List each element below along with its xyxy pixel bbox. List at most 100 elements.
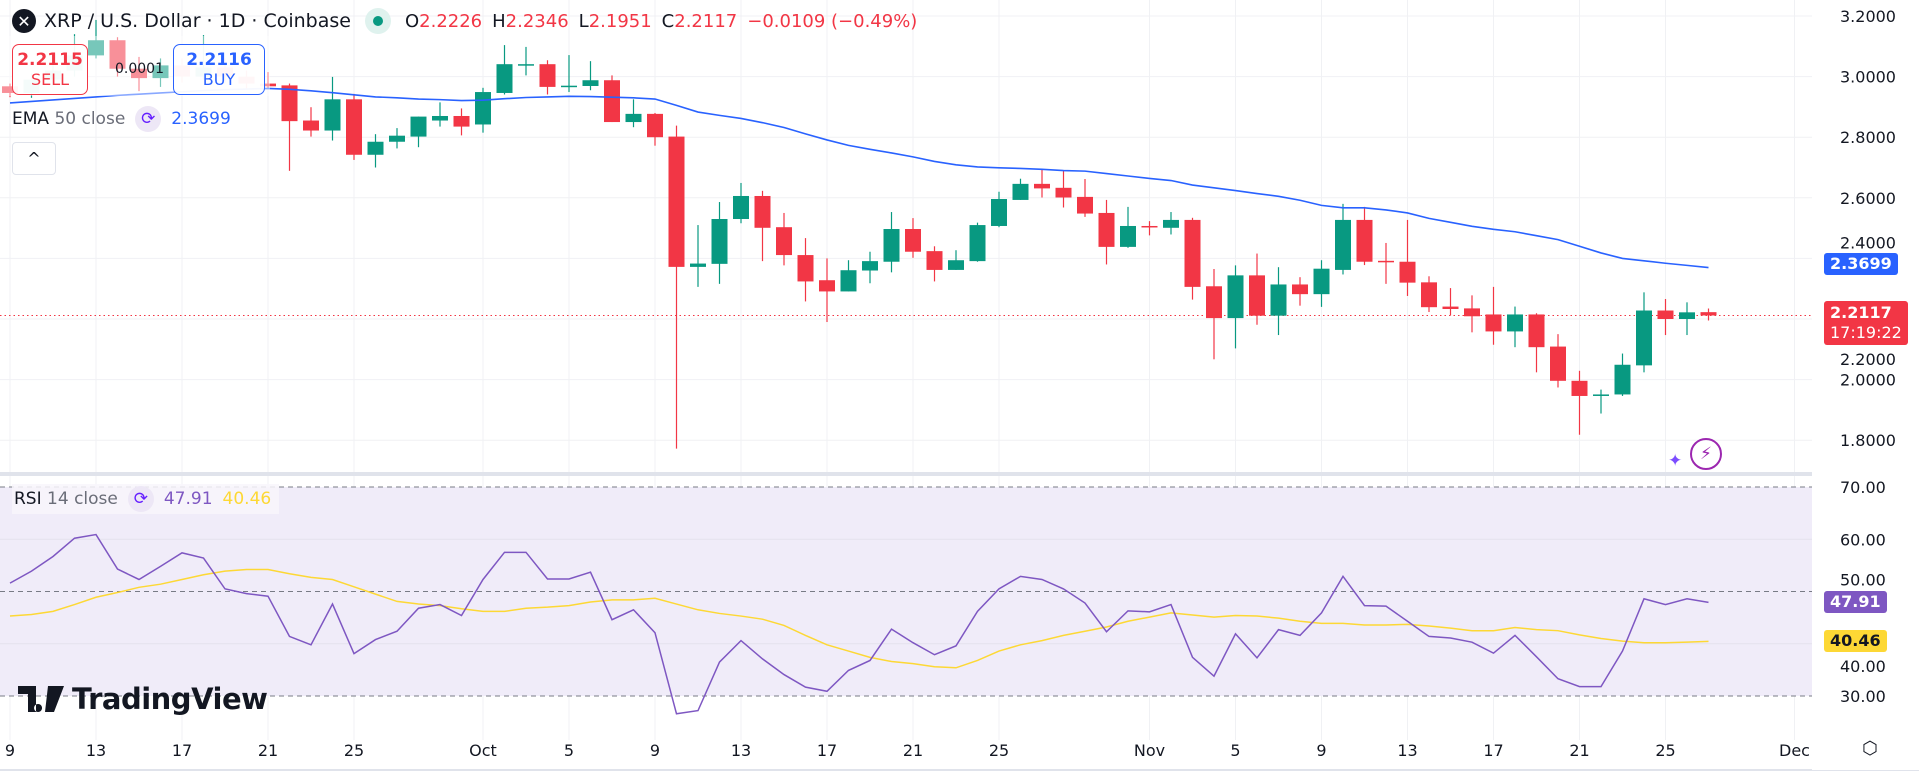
- candle-body: [582, 80, 599, 86]
- candle-body: [1141, 225, 1158, 228]
- market-open-dot-icon[interactable]: [364, 8, 391, 34]
- x-tick-label: 25: [1655, 741, 1675, 760]
- candle-body: [432, 115, 448, 121]
- candle-body: [109, 40, 126, 69]
- candle-body: [1184, 219, 1201, 287]
- candle-body: [1657, 310, 1674, 319]
- spread-value: 0.0001: [115, 61, 164, 77]
- candle-body: [969, 225, 986, 262]
- price-tick-label: 1.8000: [1840, 431, 1896, 450]
- tradingview-logo-icon: [18, 686, 64, 712]
- price-tick-label: 2.0000: [1840, 371, 1896, 390]
- candle-body: [1034, 183, 1050, 189]
- buy-price: 2.2116: [186, 49, 252, 70]
- candle-body: [733, 195, 749, 220]
- buy-label: BUY: [202, 69, 236, 89]
- rsi-ma-line: [9, 568, 1709, 669]
- price-tick-label: 3.2000: [1840, 7, 1896, 26]
- x-tick-label: 13: [731, 741, 751, 760]
- candle-body: [690, 263, 706, 267]
- candle-body: [1464, 308, 1480, 317]
- candle-body: [905, 229, 921, 252]
- candle-body: [518, 64, 534, 66]
- candle-body: [1421, 282, 1437, 308]
- candle-body: [281, 85, 298, 122]
- candle-body: [389, 135, 405, 142]
- rsi-tick-label: 30.00: [1840, 687, 1886, 706]
- lightning-icon[interactable]: ⚡: [1690, 438, 1722, 470]
- candle-body: [668, 136, 685, 267]
- candle-body: [1679, 312, 1695, 319]
- candle-body: [1012, 183, 1029, 200]
- buy-button[interactable]: 2.2116 BUY: [173, 44, 265, 95]
- candle-body: [1485, 314, 1502, 332]
- candle-body: [475, 92, 491, 125]
- x-tick-label: 13: [86, 741, 106, 760]
- candle-body: [1528, 314, 1545, 348]
- candle-body: [1550, 346, 1566, 381]
- x-tick-label: 21: [258, 741, 278, 760]
- candle-body: [346, 99, 362, 155]
- chevron-up-icon: ^: [27, 149, 41, 168]
- rsi-ma-legend-value: 40.46: [222, 489, 272, 509]
- open-value: 2.2226: [419, 10, 483, 32]
- candle-body: [797, 255, 814, 282]
- candle-body: [1313, 268, 1330, 295]
- candle-body: [883, 229, 900, 262]
- ema-legend-value: 2.3699: [171, 109, 231, 129]
- candle-body: [1700, 312, 1717, 316]
- candle-body: [1399, 261, 1416, 283]
- candle-body: [1270, 284, 1287, 316]
- rsi-value-tag: 47.91: [1824, 591, 1887, 613]
- symbol-title[interactable]: XRP / U.S. Dollar · 1D · Coinbase: [44, 10, 351, 32]
- candle-body: [1335, 219, 1351, 270]
- x-tick-label: 21: [903, 741, 923, 760]
- close-value: 2.2117: [674, 10, 738, 32]
- candle-body: [862, 261, 878, 271]
- candle-body: [1636, 310, 1652, 366]
- sell-button[interactable]: 2.2115 SELL: [12, 44, 88, 95]
- candle-body: [324, 99, 341, 131]
- candle-body: [561, 85, 577, 88]
- refresh-icon[interactable]: ⟳: [135, 106, 162, 132]
- candle-body: [1227, 275, 1244, 319]
- chart-settings-icon[interactable]: ⬡: [1862, 738, 1878, 759]
- candle-body: [647, 113, 663, 138]
- rsi-line: [9, 533, 1709, 715]
- x-tick-label: 9: [1316, 741, 1326, 760]
- sell-label: SELL: [30, 69, 70, 89]
- candle-body: [991, 199, 1007, 226]
- candle-body: [2, 86, 18, 93]
- candle-body: [367, 141, 384, 155]
- candle-body: [926, 251, 943, 270]
- change-value: −0.0109 (−0.49%): [747, 10, 918, 32]
- candle-body: [496, 64, 513, 93]
- collapse-legend-button[interactable]: ^: [12, 142, 56, 175]
- candle-body: [1120, 225, 1136, 247]
- candle-body: [260, 83, 276, 87]
- pane-separator: [0, 472, 1919, 476]
- x-tick-label: 17: [817, 741, 837, 760]
- price-tick-label: 2.6000: [1840, 189, 1896, 208]
- x-tick-label: 9: [650, 741, 660, 760]
- last-price-tag: 2.2117 17:19:22: [1824, 301, 1908, 345]
- rsi-tick-label: 50.00: [1840, 571, 1886, 590]
- chart-header: ✕ XRP / U.S. Dollar · 1D · Coinbase O2.2…: [12, 6, 917, 36]
- ema-legend[interactable]: EMA 50 close ⟳ 2.3699: [12, 106, 231, 132]
- rsi-legend[interactable]: RSI 14 close ⟳ 47.91 40.46: [12, 484, 280, 514]
- candle-body: [1098, 212, 1115, 247]
- tradingview-logo[interactable]: TradingView: [18, 682, 268, 716]
- candle-body: [1206, 286, 1222, 319]
- candle-body: [88, 40, 104, 56]
- bar-countdown: 17:19:22: [1830, 323, 1902, 342]
- candle-body: [303, 120, 319, 131]
- rsi-legend-value: 47.91: [163, 489, 213, 509]
- candlestick-series: [0, 19, 1812, 449]
- x-tick-label: 9: [5, 741, 15, 760]
- candle-body: [1378, 260, 1394, 263]
- rsi-band: [0, 486, 1812, 697]
- candle-body: [1055, 187, 1072, 198]
- refresh-icon[interactable]: ⟳: [127, 486, 154, 512]
- x-tick-label: 5: [1230, 741, 1240, 760]
